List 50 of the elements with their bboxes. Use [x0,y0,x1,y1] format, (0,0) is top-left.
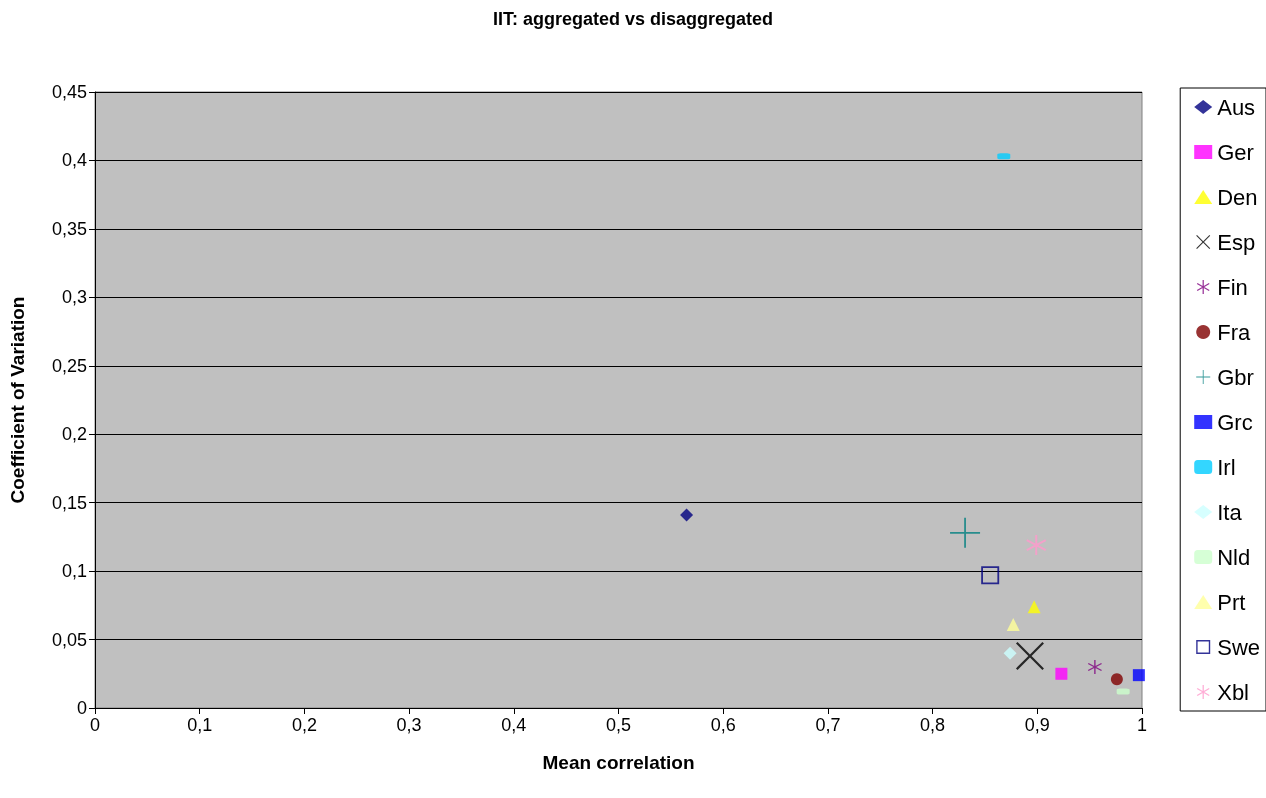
legend-label: Fra [1217,319,1251,345]
legend-label: Swe [1217,634,1260,660]
x-tick-label: 0,2 [291,715,317,735]
x-tick-label: 0 [89,715,101,735]
legend-label: Irl [1217,454,1236,480]
x-tick-label: 1 [1136,715,1148,735]
y-tick-label: 0 [76,698,87,718]
y-tick-label: 0,25 [51,355,87,376]
x-tick-label: 0,1 [187,715,213,735]
point [1027,600,1041,614]
point [1006,618,1020,631]
legend-label: Fin [1217,274,1248,300]
point [950,517,981,548]
point [680,508,694,522]
point [1087,659,1102,674]
legend-label: Esp [1217,229,1256,255]
x-tick-label: 0,3 [396,715,422,735]
x-axis-title: Mean correlation [542,752,695,773]
legend-label: Ger [1217,139,1254,165]
legend-label: Ita [1217,499,1243,525]
y-tick-label: 0,2 [61,424,87,445]
x-tick-label: 0,4 [501,715,527,735]
x-tick-label: 0,7 [815,715,841,735]
point [1003,646,1017,660]
y-tick-label: 0,15 [51,492,87,513]
y-tick-label: 0,35 [51,218,87,239]
legend-label: Xbl [1217,679,1249,705]
y-tick-label: 0,45 [51,82,87,102]
legend-label: Grc [1217,409,1253,435]
legend-label: Prt [1217,589,1246,615]
x-tick-label: 0,6 [710,715,736,735]
x-tick-label: 0,8 [920,715,946,735]
point [1026,535,1047,556]
point [1132,669,1145,682]
x-tick-label: 0,5 [605,715,632,735]
point [1110,673,1123,686]
y-axis-title: Coefficient of Variation [7,296,28,504]
legend-label: Aus [1217,94,1256,120]
legend-label: Den [1217,184,1258,210]
point [981,566,1000,585]
chart-title: IIT: aggregated vs disaggregated [492,9,774,29]
point [1015,641,1044,670]
y-tick-label: 0,4 [61,150,87,171]
x-tick-label: 0,9 [1024,715,1050,735]
y-tick-label: 0,05 [51,629,87,650]
legend-label: Gbr [1217,364,1254,390]
y-tick-label: 0,3 [61,287,87,308]
legend-label: Nld [1217,544,1251,570]
point [1055,667,1068,680]
y-tick-label: 0,1 [61,561,87,582]
